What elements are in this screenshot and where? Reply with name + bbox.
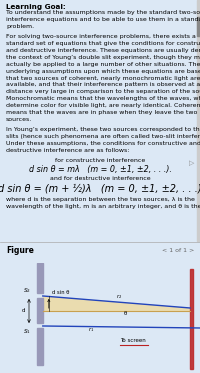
Text: In Young’s experiment, these two sources corresponded to the two: In Young’s experiment, these two sources… bbox=[6, 127, 200, 132]
Text: d sin θ = mλ   (m = 0, ±1, ±2, . . .).: d sin θ = mλ (m = 0, ±1, ±2, . . .). bbox=[29, 165, 171, 174]
Text: available, and that their interference pattern is observed at a: available, and that their interference p… bbox=[6, 82, 200, 87]
Text: means that the waves are in phase when they leave the two: means that the waves are in phase when t… bbox=[6, 110, 197, 115]
Bar bbox=[197, 17, 200, 36]
Text: for constructive interference: for constructive interference bbox=[55, 158, 145, 163]
Text: underlying assumptions upon which these equations are based are: underlying assumptions upon which these … bbox=[6, 69, 200, 74]
Text: distance very large in comparison to the separation of the sources.: distance very large in comparison to the… bbox=[6, 89, 200, 94]
Bar bbox=[37, 263, 43, 294]
Text: standard set of equations that give the conditions for constructive: standard set of equations that give the … bbox=[6, 41, 200, 46]
Text: problem.: problem. bbox=[6, 24, 34, 29]
Text: d sin θ = (m + ½)λ   (m = 0, ±1, ±2, . . .): d sin θ = (m + ½)λ (m = 0, ±1, ±2, . . .… bbox=[0, 183, 200, 193]
Text: wavelength of the light, m is an arbitrary integer, and θ is the angle: wavelength of the light, m is an arbitra… bbox=[6, 204, 200, 209]
Bar bbox=[37, 329, 43, 365]
Text: Learning Goal:: Learning Goal: bbox=[6, 4, 66, 10]
Text: destructive interference are as follows:: destructive interference are as follows: bbox=[6, 148, 129, 153]
Text: the context of Young’s double slit experiment, though they may: the context of Young’s double slit exper… bbox=[6, 55, 200, 60]
Text: θ: θ bbox=[124, 311, 127, 316]
Bar bbox=[197, 0, 200, 241]
Text: actually be applied to a large number of other situations. The: actually be applied to a large number of… bbox=[6, 62, 200, 67]
Text: slits (hence such phenomena are often called two-slit interference).: slits (hence such phenomena are often ca… bbox=[6, 134, 200, 139]
Text: that two sources of coherent, nearly monochromatic light are: that two sources of coherent, nearly mon… bbox=[6, 76, 200, 81]
Bar bbox=[190, 269, 193, 369]
Text: $S_2$: $S_2$ bbox=[23, 286, 31, 295]
Text: To understand the assumptions made by the standard two-source: To understand the assumptions made by th… bbox=[6, 10, 200, 15]
Text: sources.: sources. bbox=[6, 117, 32, 122]
Text: and destructive interference. These equations are usually derived in: and destructive interference. These equa… bbox=[6, 48, 200, 53]
Text: d sin θ: d sin θ bbox=[52, 290, 69, 295]
Polygon shape bbox=[43, 296, 190, 311]
Text: To screen: To screen bbox=[120, 338, 146, 343]
Text: $r_2$: $r_2$ bbox=[116, 292, 123, 301]
Text: $r_1$: $r_1$ bbox=[88, 325, 95, 334]
Text: Monochromatic means that the wavelengths of the waves, which: Monochromatic means that the wavelengths… bbox=[6, 96, 200, 101]
Text: d: d bbox=[22, 308, 25, 313]
Text: ▷: ▷ bbox=[189, 160, 194, 166]
Text: For solving two-source interference problems, there exists a: For solving two-source interference prob… bbox=[6, 34, 196, 40]
Text: and for destructive interference: and for destructive interference bbox=[50, 176, 150, 181]
Bar bbox=[37, 298, 43, 323]
Text: Figure: Figure bbox=[6, 246, 34, 255]
Text: determine color for visible light, are nearly identical. Coherent: determine color for visible light, are n… bbox=[6, 103, 200, 108]
Text: interference equations and to be able to use them in a standard: interference equations and to be able to… bbox=[6, 17, 200, 22]
Text: Under these assumptions, the conditions for constructive and: Under these assumptions, the conditions … bbox=[6, 141, 200, 146]
Text: $S_1$: $S_1$ bbox=[23, 327, 31, 336]
Text: where d is the separation between the two sources, λ is the: where d is the separation between the tw… bbox=[6, 197, 195, 202]
Text: < 1 of 1 >: < 1 of 1 > bbox=[162, 248, 194, 253]
